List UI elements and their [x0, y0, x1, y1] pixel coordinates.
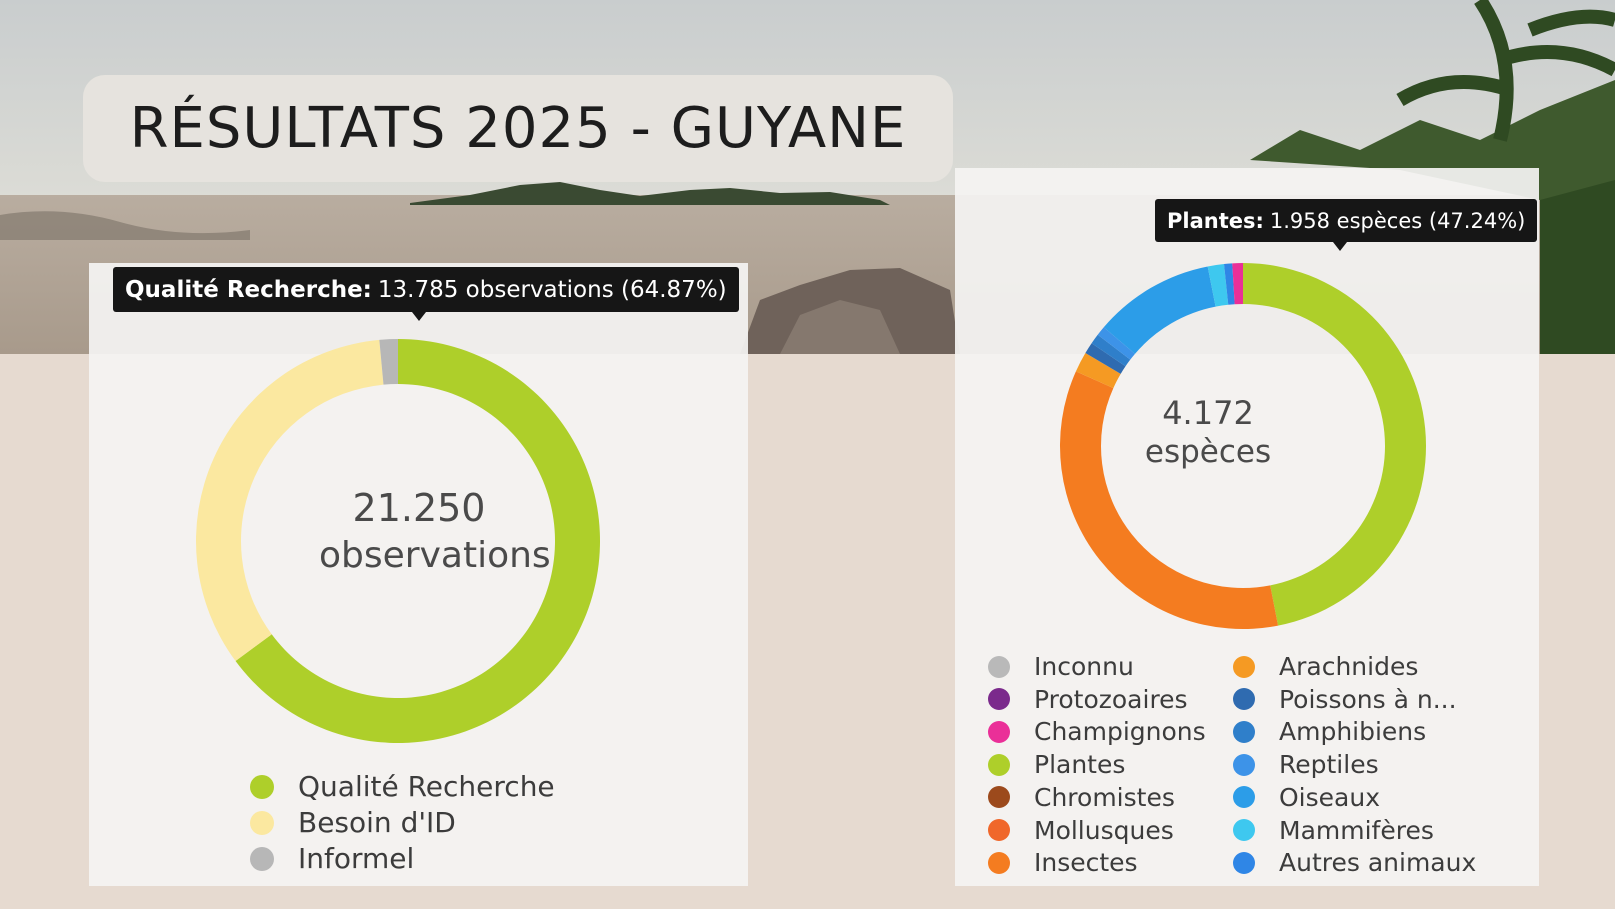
legend-color-marker: [1233, 655, 1255, 678]
legend-label: Chromistes: [1034, 782, 1175, 812]
legend-item[interactable]: Besoin d'ID: [250, 806, 456, 839]
legend-label: Informel: [298, 842, 415, 875]
legend-item[interactable]: Arachnides: [1233, 652, 1418, 681]
species-center-label: 4.172 espèces: [1118, 393, 1298, 472]
legend-label: Mollusques: [1034, 815, 1174, 845]
legend-label: Protozoaires: [1034, 684, 1188, 714]
observations-panel: 21.250 observations Qualité Recherche: 1…: [89, 263, 748, 886]
legend-label: Autres animaux: [1279, 848, 1477, 878]
donut-slice-champignons[interactable]: [1232, 263, 1243, 305]
species-unit: espèces: [1144, 434, 1272, 470]
legend-color-marker: [988, 720, 1010, 743]
legend-item[interactable]: Chromistes: [988, 783, 1175, 812]
legend-item[interactable]: Insectes: [988, 848, 1138, 877]
legend-color-marker: [988, 688, 1010, 711]
legend-color-marker: [1233, 688, 1255, 711]
observations-unit: observations: [319, 534, 551, 576]
tooltip-label: Qualité Recherche:: [125, 276, 372, 303]
legend-color-marker: [988, 786, 1010, 809]
tooltip-value: 1.958 espèces (47.24%): [1269, 208, 1526, 233]
species-total: 4.172: [1162, 394, 1254, 432]
legend-item[interactable]: Mammifères: [1233, 816, 1434, 845]
donut-slice-arachnides[interactable]: [1075, 352, 1121, 389]
legend-color-marker: [1233, 851, 1255, 874]
legend-item[interactable]: Qualité Recherche: [250, 770, 555, 803]
legend-item[interactable]: Mollusques: [988, 816, 1174, 845]
legend-color-marker: [250, 846, 274, 871]
legend-color-marker: [988, 819, 1010, 841]
legend-item[interactable]: Oiseaux: [1233, 783, 1380, 812]
observations-tooltip: Qualité Recherche: 13.785 observations (…: [113, 267, 739, 321]
tooltip-value: 13.785 observations (64.87%): [377, 276, 727, 303]
legend-item[interactable]: Champignons: [988, 717, 1206, 746]
observations-center-label: 21.250 observations: [319, 485, 551, 578]
legend-color-marker: [250, 774, 274, 799]
donut-slice-insectes[interactable]: [1060, 371, 1279, 629]
legend-label: Qualité Recherche: [298, 770, 555, 803]
page-title: RÉSULTATS 2025 - GUYANE: [129, 96, 907, 161]
legend-label: Reptiles: [1279, 750, 1379, 780]
legend-label: Poissons à n...: [1279, 684, 1457, 714]
legend-label: Oiseaux: [1279, 782, 1380, 812]
legend-color-marker: [1233, 819, 1255, 841]
donut-slice-autres-animaux[interactable]: [1224, 263, 1235, 305]
legend-item[interactable]: Informel: [250, 842, 414, 875]
legend-item[interactable]: Amphibiens: [1233, 717, 1426, 746]
legend-color-marker: [1233, 786, 1255, 809]
legend-label: Plantes: [1034, 750, 1126, 780]
species-tooltip: Plantes: 1.958 espèces (47.24%): [1155, 199, 1538, 251]
donut-slice-oiseaux[interactable]: [1103, 266, 1216, 354]
legend-label: Insectes: [1034, 848, 1138, 878]
donut-slice-poissons-n-[interactable]: [1085, 343, 1126, 374]
legend-label: Mammifères: [1279, 815, 1434, 845]
legend-color-marker: [250, 810, 274, 835]
donut-slice-reptiles[interactable]: [1097, 327, 1135, 360]
species-panel: 4.172 espèces Plantes: 1.958 espèces (47…: [955, 168, 1539, 886]
legend-color-marker: [988, 753, 1010, 776]
observations-total: 21.250: [352, 486, 486, 530]
species-donut-chart: [1060, 263, 1426, 629]
donut-slice-besoin-d-id[interactable]: [196, 339, 384, 662]
legend-label: Arachnides: [1279, 652, 1419, 681]
donut-slice-plantes[interactable]: [1243, 263, 1426, 626]
donut-slice-informel[interactable]: [379, 339, 398, 385]
observations-donut-chart: [196, 339, 601, 743]
legend-item[interactable]: Reptiles: [1233, 750, 1379, 779]
legend-item[interactable]: Poissons à n...: [1233, 685, 1457, 714]
legend-label: Besoin d'ID: [298, 806, 456, 839]
legend-item[interactable]: Plantes: [988, 750, 1125, 779]
tooltip-label: Plantes:: [1167, 208, 1264, 233]
legend-color-marker: [988, 655, 1010, 678]
legend-item[interactable]: Protozoaires: [988, 685, 1188, 714]
legend-item[interactable]: Autres animaux: [1233, 848, 1476, 877]
legend-item[interactable]: Inconnu: [988, 652, 1134, 681]
legend-label: Inconnu: [1034, 652, 1134, 681]
donut-slice-mammif-res[interactable]: [1207, 263, 1229, 307]
legend-color-marker: [988, 851, 1010, 874]
legend-label: Amphibiens: [1279, 717, 1427, 747]
donut-slice-amphibiens[interactable]: [1091, 334, 1131, 367]
title-banner: RÉSULTATS 2025 - GUYANE: [83, 75, 953, 182]
legend-label: Champignons: [1034, 717, 1206, 747]
legend-color-marker: [1233, 753, 1255, 776]
legend-color-marker: [1233, 720, 1255, 743]
